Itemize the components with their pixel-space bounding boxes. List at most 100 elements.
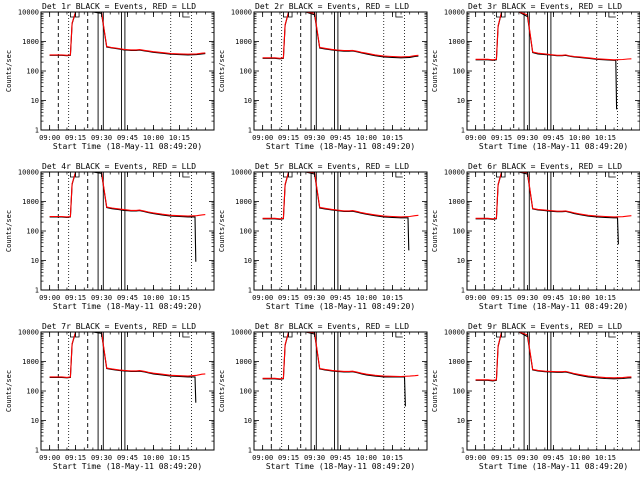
x-tick-label: 10:15: [169, 134, 190, 142]
x-tick-label: 09:45: [117, 294, 138, 302]
series-events: [262, 171, 410, 251]
x-tick-label: 09:15: [65, 454, 86, 462]
series-lld: [475, 331, 632, 381]
y-axis-label: Counts/sec: [218, 370, 226, 412]
y-tick-label: 100: [452, 228, 465, 236]
plot-frame: [253, 331, 428, 451]
detector-panel: Det 2r BLACK = Events, RED = LLD 1 10 100 10…: [218, 2, 428, 151]
y-tick-label: 10000: [444, 9, 465, 17]
plot-frame: [466, 171, 640, 291]
y-tick-label: 1: [248, 287, 252, 295]
x-tick-label: 10:15: [169, 294, 190, 302]
y-tick-label: 100: [26, 388, 39, 396]
y-tick-label: 100: [452, 388, 465, 396]
x-axis-label: Start Time (18-May-11 08:49:20): [266, 142, 415, 151]
series-lld: [49, 331, 206, 378]
detector-panel: Det 6r BLACK = Events, RED = LLD 1 10 100 10…: [431, 162, 640, 311]
y-tick-label: 10000: [231, 329, 252, 337]
panel-title: Det 8r BLACK = Events, RED = LLD: [255, 322, 409, 331]
x-tick-label: 10:00: [143, 454, 164, 462]
y-tick-label: 10000: [444, 169, 465, 177]
series-lld: [262, 11, 419, 59]
series-events: [475, 331, 632, 382]
plot-frame: [40, 171, 215, 291]
x-tick-label: 09:45: [117, 454, 138, 462]
x-tick-label: 09:00: [252, 454, 273, 462]
y-tick-label: 1: [35, 287, 39, 295]
y-tick-label: 10000: [231, 9, 252, 17]
series-lld: [475, 171, 632, 220]
x-tick-label: 09:15: [491, 454, 512, 462]
x-axis-label: Start Time (18-May-11 08:49:20): [479, 142, 628, 151]
top-bracket-marker: [608, 172, 616, 178]
x-tick-label: 09:45: [117, 134, 138, 142]
y-axis-label: Counts/sec: [5, 50, 13, 92]
x-tick-label: 09:15: [278, 294, 299, 302]
x-tick-label: 10:00: [569, 454, 590, 462]
plot-frame: [466, 11, 640, 131]
y-tick-label: 1000: [22, 38, 39, 46]
x-tick-label: 09:30: [304, 134, 325, 142]
x-tick-label: 10:00: [569, 134, 590, 142]
y-tick-label: 1000: [22, 358, 39, 366]
x-tick-label: 10:00: [356, 454, 377, 462]
x-tick-label: 10:15: [595, 454, 616, 462]
panel-title: Det 9r BLACK = Events, RED = LLD: [468, 322, 622, 331]
panel-title: Det 4r BLACK = Events, RED = LLD: [42, 162, 196, 171]
top-bracket-marker: [182, 172, 190, 178]
top-bracket-marker: [395, 172, 403, 178]
detector-panel: Det 5r BLACK = Events, RED = LLD 1 10 100 10…: [218, 162, 428, 311]
y-tick-label: 10000: [231, 169, 252, 177]
y-tick-label: 10: [244, 417, 252, 425]
y-tick-label: 1: [35, 447, 39, 455]
y-tick-label: 1: [248, 127, 252, 135]
plot-frame: [40, 11, 215, 131]
x-tick-label: 09:30: [517, 454, 538, 462]
series-lld: [262, 171, 419, 220]
y-axis-label: Counts/sec: [5, 210, 13, 252]
panel-title: Det 3r BLACK = Events, RED = LLD: [468, 2, 622, 11]
x-tick-label: 09:15: [491, 294, 512, 302]
series-lld: [49, 171, 206, 218]
x-axis-label: Start Time (18-May-11 08:49:20): [53, 142, 202, 151]
x-axis-label: Start Time (18-May-11 08:49:20): [479, 302, 628, 311]
detector-panel: Det 4r BLACK = Events, RED = LLD 1 10 100 10…: [5, 162, 215, 311]
y-tick-label: 100: [26, 68, 39, 76]
x-tick-label: 09:00: [465, 454, 486, 462]
x-tick-label: 09:00: [39, 134, 60, 142]
plot-frame: [253, 171, 428, 291]
y-axis-label: Counts/sec: [218, 50, 226, 92]
y-tick-label: 1: [248, 447, 252, 455]
y-tick-label: 1000: [235, 358, 252, 366]
panel-title: Det 2r BLACK = Events, RED = LLD: [255, 2, 409, 11]
series-lld: [475, 11, 632, 61]
x-tick-label: 09:00: [465, 134, 486, 142]
x-tick-label: 10:15: [595, 134, 616, 142]
y-tick-label: 1000: [22, 198, 39, 206]
detector-panel: Det 8r BLACK = Events, RED = LLD 1 10 100 10…: [218, 322, 428, 471]
y-tick-label: 10: [457, 417, 465, 425]
x-tick-label: 10:15: [382, 454, 403, 462]
x-axis-label: Start Time (18-May-11 08:49:20): [53, 302, 202, 311]
y-tick-label: 100: [26, 228, 39, 236]
y-tick-label: 10: [457, 257, 465, 265]
x-tick-label: 09:45: [543, 294, 564, 302]
series-lld: [262, 331, 419, 380]
x-tick-label: 09:00: [465, 294, 486, 302]
x-tick-label: 09:45: [330, 134, 351, 142]
y-axis-label: Counts/sec: [5, 370, 13, 412]
y-tick-label: 1: [35, 127, 39, 135]
x-tick-label: 09:15: [65, 134, 86, 142]
x-tick-label: 09:45: [543, 454, 564, 462]
y-tick-label: 1: [461, 287, 465, 295]
top-bracket-marker: [70, 12, 80, 18]
y-axis-label: Counts/sec: [431, 370, 439, 412]
x-tick-label: 09:45: [543, 134, 564, 142]
detector-panel: Det 3r BLACK = Events, RED = LLD 1 10 100 10…: [431, 2, 640, 151]
y-axis-label: Counts/sec: [218, 210, 226, 252]
y-tick-label: 10: [31, 97, 39, 105]
y-tick-label: 1000: [448, 358, 465, 366]
x-tick-label: 09:30: [91, 134, 112, 142]
y-tick-label: 1000: [235, 198, 252, 206]
